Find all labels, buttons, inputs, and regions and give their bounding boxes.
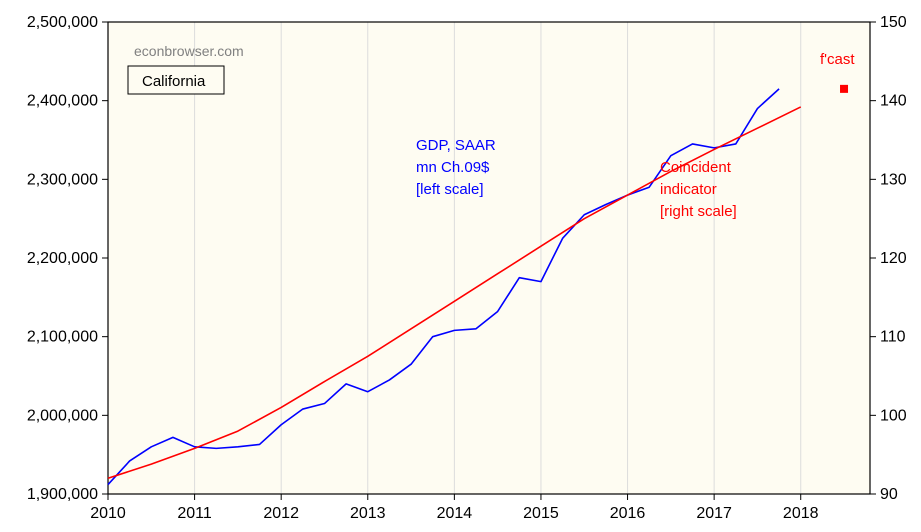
chart-container: 1,900,000 2,000,000 2,100,000 2,200,000 2,30… (0, 0, 921, 532)
y-right-tick-label: 100 (880, 407, 907, 424)
y-right-tick-label: 150 (880, 14, 907, 31)
y-left-tick-label: 2,200,000 (27, 250, 98, 267)
dual-axis-line-chart: 1,900,000 2,000,000 2,100,000 2,200,000 2,30… (0, 0, 921, 532)
x-tick-label: 2013 (350, 505, 386, 522)
x-tick-label: 2015 (523, 505, 559, 522)
y-left-tick-label: 2,500,000 (27, 14, 98, 31)
x-tick-label: 2011 (177, 505, 212, 522)
x-tick-label: 2014 (437, 505, 473, 522)
y-left-tick-label: 2,100,000 (27, 329, 98, 346)
x-tick-label: 2010 (90, 505, 126, 522)
y-left-tick-label: 2,300,000 (27, 171, 98, 188)
coincident-annotation-line1: Coincident (660, 159, 732, 176)
source-label: econbrowser.com (134, 43, 244, 59)
y-left-tick-label: 1,900,000 (27, 486, 98, 503)
y-right-tick-label: 110 (880, 329, 906, 346)
y-right-tick-label: 120 (880, 250, 907, 267)
forecast-marker (840, 85, 848, 93)
legend-label: California (142, 73, 206, 90)
x-tick-label: 2018 (783, 505, 819, 522)
y-right-tick-label: 90 (880, 486, 898, 503)
y-right-tick-label: 130 (880, 171, 907, 188)
x-tick-label: 2016 (610, 505, 646, 522)
x-tick-label: 2012 (263, 505, 299, 522)
y-left-tick-label: 2,400,000 (27, 93, 98, 110)
forecast-label: f'cast (820, 51, 855, 68)
gdp-annotation-line3: [left scale] (416, 181, 484, 198)
gdp-annotation-line1: GDP, SAAR (416, 137, 496, 154)
y-left-tick-label: 2,000,000 (27, 407, 98, 424)
y-right-tick-label: 140 (880, 93, 907, 110)
coincident-annotation-line3: [right scale] (660, 203, 737, 220)
x-tick-label: 2017 (696, 505, 732, 522)
gdp-annotation-line2: mn Ch.09$ (416, 159, 490, 176)
coincident-annotation-line2: indicator (660, 181, 717, 198)
